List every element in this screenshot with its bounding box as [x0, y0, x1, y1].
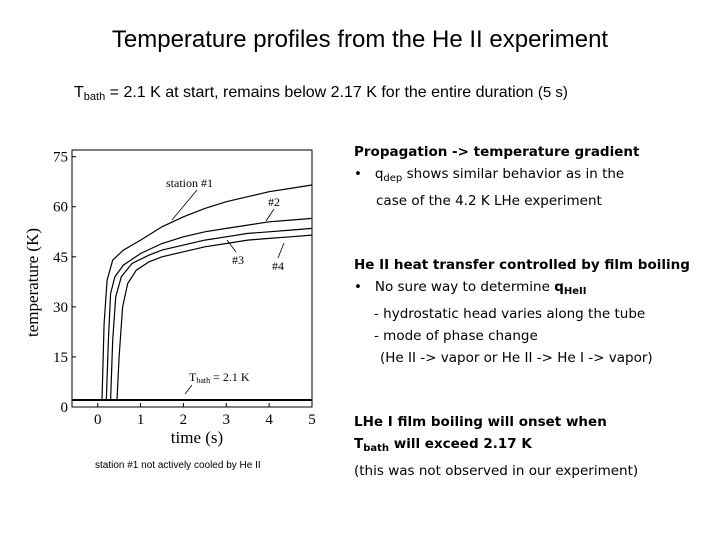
y-axis-label: temperature (K) [23, 228, 42, 337]
block3-t: T [354, 436, 364, 452]
block3-line1: LHe I film boiling will onset when [354, 414, 607, 430]
annotation-t-bath-t: T [189, 370, 197, 384]
annotation-t-bath-sub: bath [196, 376, 210, 385]
block2-line3: - mode of phase change [374, 328, 538, 344]
block2-line4: (He II -> vapor or He II -> He I -> vapo… [380, 350, 653, 366]
y-tick-label: 0 [61, 400, 69, 416]
series-line-station-1 [72, 184, 313, 401]
series-line--4 [72, 234, 313, 401]
annotation-2: #2 [268, 195, 280, 209]
y-tick-label: 75 [53, 150, 68, 166]
block3-t-sub: bath [363, 443, 390, 454]
series-line--3 [72, 227, 313, 401]
plot-frame [71, 149, 313, 408]
y-tick-label: 15 [53, 350, 68, 366]
block2-q-sub: HeII [563, 286, 587, 297]
block1-q-sub: dep [383, 173, 403, 184]
annotation-3: #3 [232, 253, 244, 267]
x-tick-label: 5 [308, 412, 316, 428]
block2-heading: He II heat transfer controlled by film b… [354, 257, 690, 273]
block2-bullet: • [354, 279, 362, 295]
block1-heading: Propagation -> temperature gradient [354, 144, 640, 160]
annotation-t-bath: Tbath = 2.1 K [189, 370, 250, 385]
annotation-station-1-pointer [171, 189, 198, 221]
annotation-4-pointer [277, 242, 285, 259]
notes-block-he-i: LHe I film boiling will onset when Tbath… [354, 411, 638, 482]
figure-caption: station #1 not actively cooled by He II [95, 460, 261, 471]
annotation-station-1: station #1 [166, 176, 213, 190]
x-axis-label: time (s) [171, 428, 223, 447]
x-tick-label: 4 [265, 412, 273, 428]
x-tick-label: 2 [180, 412, 188, 428]
x-tick-label: 0 [94, 412, 102, 428]
block3-line3: (this was not observed in our experiment… [354, 463, 639, 479]
block1-q: q [374, 166, 384, 182]
annotation-t-bath-pointer [184, 384, 193, 395]
block2-line2: - hydrostatic head varies along the tube [374, 306, 646, 322]
subtitle-rest: = 2.1 K at start, remains below 2.17 K f… [105, 84, 538, 101]
y-tick-label: 45 [53, 250, 68, 266]
y-tick-label: 30 [53, 300, 68, 316]
block3-line2-text: will exceed 2.17 K [389, 436, 532, 452]
block3-line2: Tbath will exceed 2.17 K [354, 433, 638, 460]
slide-title: Temperature profiles from the He II expe… [111, 26, 609, 53]
block1-bullet: • [354, 166, 362, 182]
y-tick-label: 60 [53, 200, 68, 216]
subtitle-sub: bath [83, 91, 106, 103]
block1-line1-text: shows similar behavior as in the [402, 166, 625, 182]
annotation-3-pointer [226, 239, 237, 253]
block2-q: q [554, 279, 564, 295]
block2-line1: • No sure way to determine qHeII [354, 276, 690, 303]
annotation-t-bath-value: = 2.1 K [210, 370, 250, 384]
subtitle-t: T [74, 84, 84, 101]
notes-block-propagation: Propagation -> temperature gradient • qd… [354, 141, 639, 212]
block1-line2: case of the 4.2 K LHe experiment [376, 193, 602, 209]
annotation-2-pointer [265, 208, 275, 222]
slide-subtitle: Tbath = 2.1 K at start, remains below 2.… [74, 84, 568, 103]
x-tick-label: 1 [137, 412, 145, 428]
notes-block-film-boiling: He II heat transfer controlled by film b… [354, 254, 690, 369]
series-line--2 [72, 217, 313, 401]
subtitle-paren: (5 s) [537, 84, 568, 101]
annotation-4: #4 [272, 259, 284, 273]
block2-line1-text: No sure way to determine [374, 279, 555, 295]
x-tick-label: 3 [223, 412, 231, 428]
block1-line1: • qdep shows similar behavior as in the [354, 163, 639, 190]
